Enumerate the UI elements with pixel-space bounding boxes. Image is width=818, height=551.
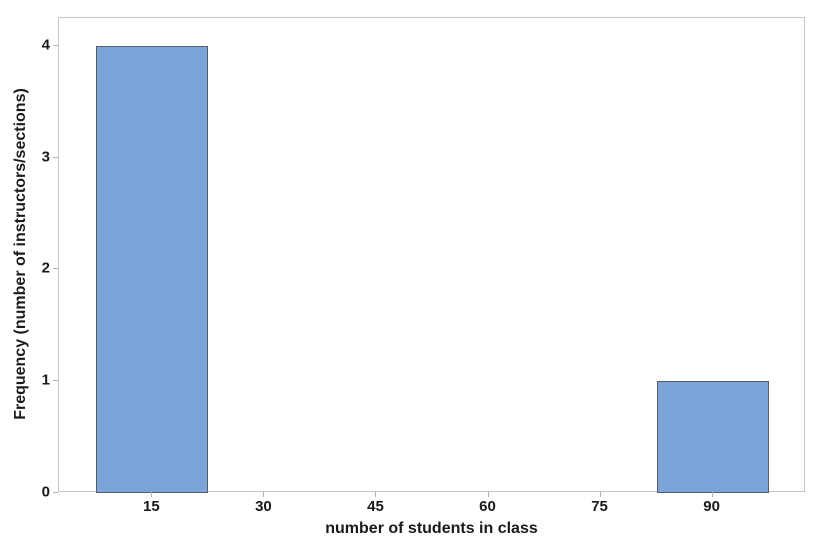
x-tick-label: 45 — [367, 498, 384, 515]
x-tick-label: 30 — [255, 498, 272, 515]
y-tick-mark — [53, 492, 58, 493]
x-tick-mark — [487, 492, 489, 497]
y-tick-mark — [53, 380, 58, 382]
x-tick-mark — [711, 492, 713, 497]
histogram-bar-15[interactable] — [96, 45, 209, 493]
y-tick-label: 3 — [41, 148, 50, 166]
x-tick-mark — [151, 492, 153, 497]
plot-area — [58, 17, 805, 493]
y-tick-mark — [53, 268, 58, 270]
x-tick-label: 60 — [479, 498, 496, 515]
y-tick-mark — [53, 44, 58, 46]
x-tick-mark — [263, 492, 265, 497]
y-tick-label: 1 — [41, 371, 50, 389]
y-tick-mark — [53, 156, 58, 158]
bars-layer — [59, 18, 804, 493]
x-tick-label: 90 — [703, 498, 720, 515]
x-axis-label: number of students in class — [325, 520, 538, 537]
y-tick-label: 0 — [41, 483, 50, 501]
x-tick-mark — [599, 492, 601, 497]
histogram-bar-90[interactable] — [656, 381, 769, 493]
y-tick-label: 4 — [41, 36, 50, 54]
y-axis-label: Frequency (number of instructors/section… — [12, 88, 29, 420]
x-tick-mark — [375, 492, 377, 497]
y-tick-label: 2 — [41, 259, 50, 277]
x-tick-label: 15 — [143, 498, 160, 515]
x-tick-label: 75 — [591, 498, 608, 515]
